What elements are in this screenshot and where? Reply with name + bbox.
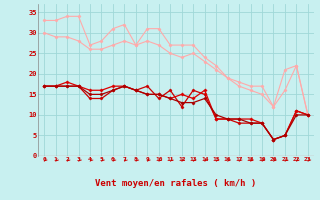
X-axis label: Vent moyen/en rafales ( km/h ): Vent moyen/en rafales ( km/h ) xyxy=(95,179,257,188)
